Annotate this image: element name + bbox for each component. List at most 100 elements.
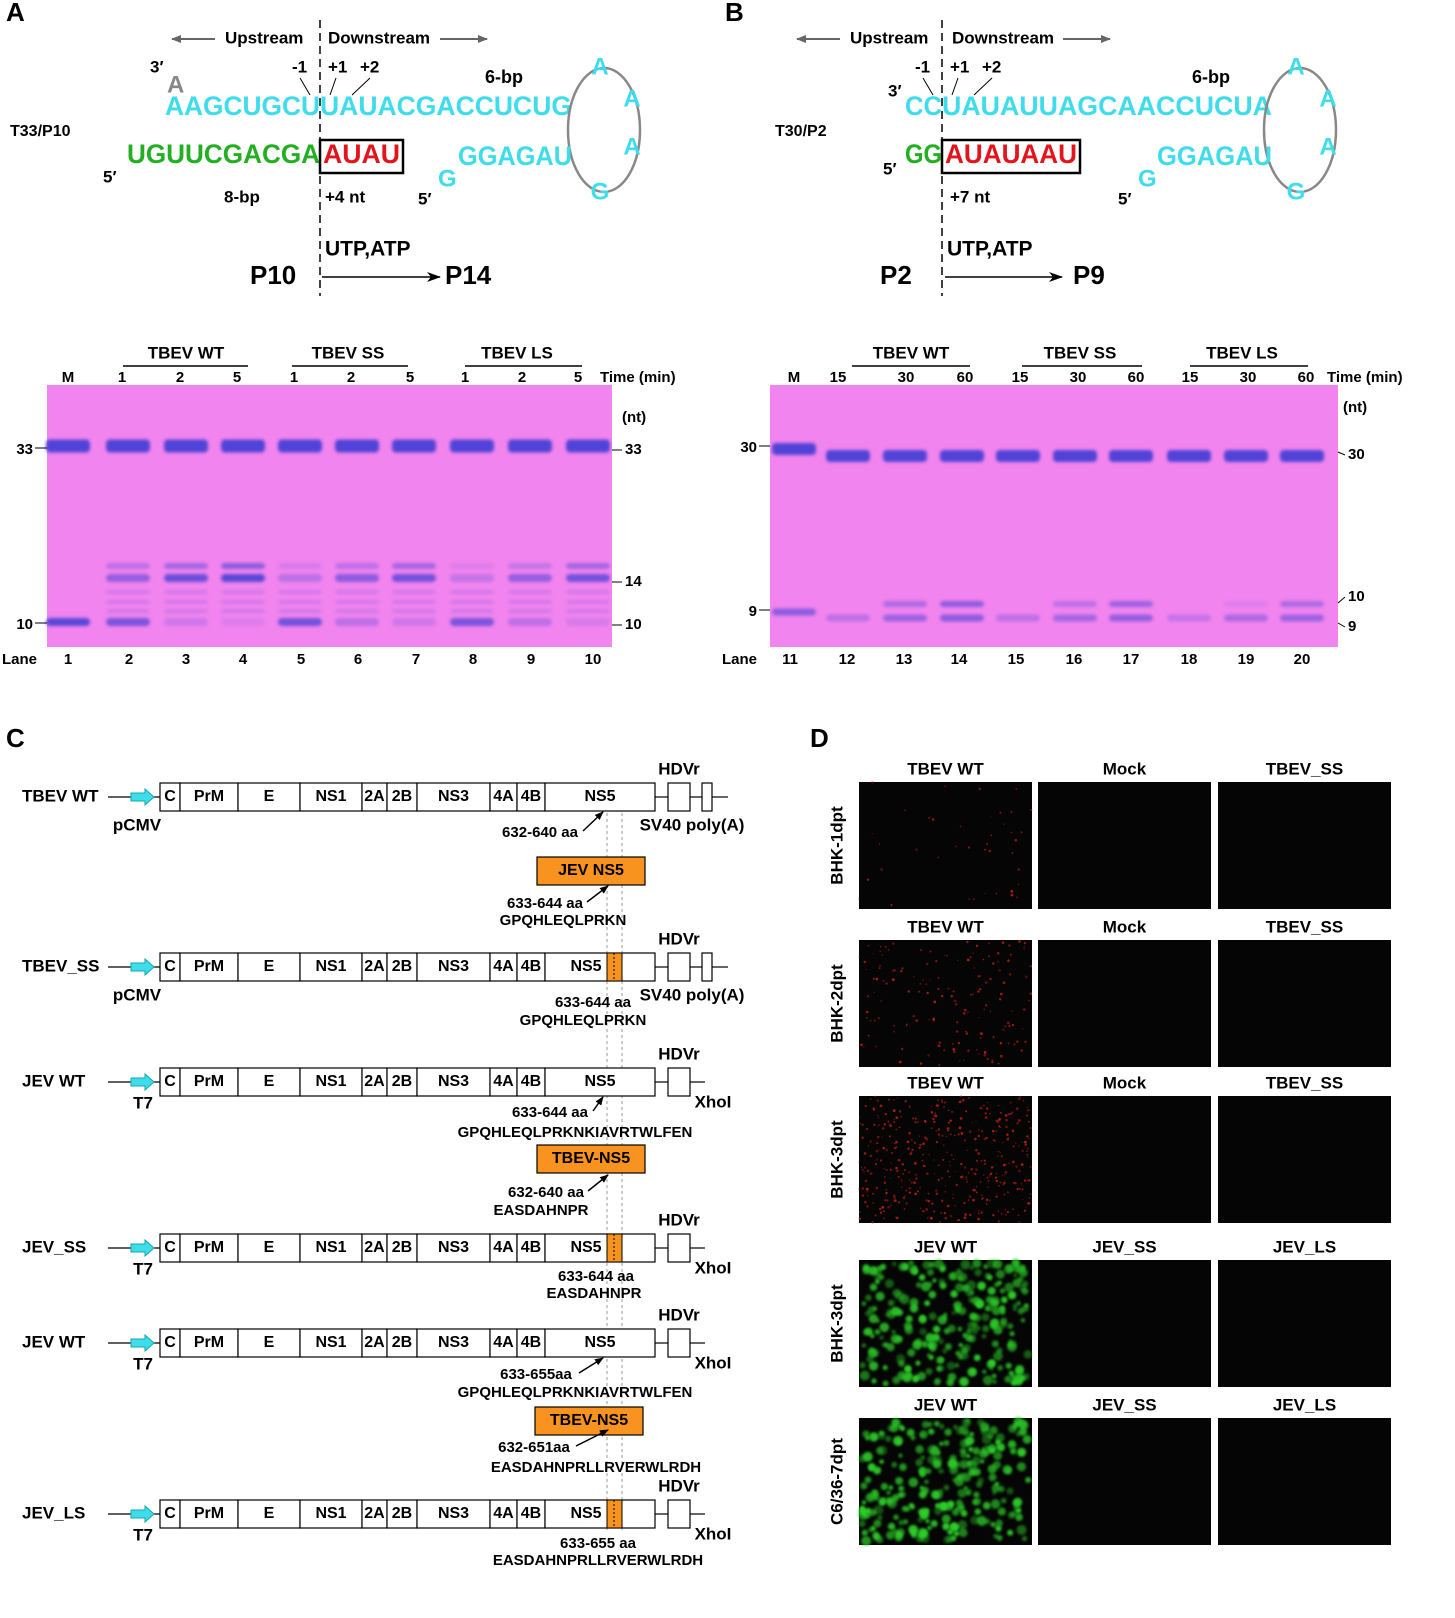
promoter-arrow — [130, 787, 155, 807]
signal-cell — [955, 1426, 965, 1435]
signal-dot — [974, 1173, 977, 1176]
signal-dot — [927, 1192, 930, 1195]
signal-dot — [906, 1140, 910, 1144]
gel-band — [508, 590, 552, 594]
signal-dot — [905, 1024, 908, 1027]
signal-dot — [888, 1135, 891, 1138]
signal-dot — [971, 1122, 973, 1124]
signal-dot — [969, 956, 972, 959]
signal-dot — [904, 1100, 907, 1103]
arrow — [575, 1429, 609, 1447]
signal-cell — [966, 1328, 972, 1335]
signal-cell — [905, 1315, 913, 1323]
signal-cell — [917, 1371, 927, 1381]
signal-dot — [952, 1047, 956, 1051]
gene-label: 4A — [493, 1239, 514, 1256]
signal-cell — [858, 1520, 866, 1528]
signal-cell — [968, 1446, 974, 1452]
signal-dot — [966, 1180, 969, 1183]
marker-label: 10 — [16, 616, 33, 633]
signal-dot — [957, 1042, 961, 1045]
gene-box — [179, 1499, 239, 1529]
gene-label: NS5 — [570, 958, 601, 975]
signal-cell — [988, 1359, 995, 1365]
gel-band — [335, 600, 379, 604]
signal-dot — [998, 1184, 1000, 1187]
lane-number: 4 — [239, 651, 248, 668]
gel-band — [164, 439, 208, 453]
loop-base: A — [591, 53, 608, 80]
signal-cell — [879, 1459, 884, 1464]
signal-dot — [933, 1159, 935, 1161]
signal-dot — [1003, 1193, 1006, 1196]
signal-dot — [958, 1100, 962, 1104]
gene-label: E — [264, 1505, 275, 1522]
signal-dot — [1021, 1141, 1023, 1143]
signal-dot — [875, 1150, 878, 1153]
signal-dot — [893, 1196, 896, 1199]
marker-label: 30 — [740, 439, 757, 456]
signal-cell — [984, 1518, 991, 1525]
signal-dot — [858, 1217, 862, 1220]
signal-dot — [954, 1204, 956, 1207]
signal-cell — [887, 1424, 895, 1432]
signal-cell — [861, 1500, 867, 1505]
signal-cell — [908, 1502, 914, 1508]
gel-band — [335, 590, 379, 594]
signal-dot — [872, 953, 874, 955]
signal-cell — [921, 1340, 929, 1348]
signal-dot — [1009, 953, 1012, 956]
signal-dot — [1004, 1208, 1007, 1211]
signal-cell — [993, 1451, 1003, 1461]
signal-dot — [883, 1210, 885, 1213]
signal-dot — [937, 987, 940, 991]
signal-cell — [919, 1430, 928, 1439]
loop-base: A — [623, 133, 640, 160]
lane-header: 60 — [1128, 369, 1145, 386]
signal-dot — [877, 1115, 879, 1117]
signal-dot — [1029, 992, 1033, 995]
signal-cell — [1014, 1421, 1019, 1426]
signal-cell — [915, 1458, 923, 1467]
signal-dot — [895, 1216, 899, 1220]
signal-dot — [1019, 1095, 1021, 1098]
signal-cell — [1013, 1264, 1022, 1273]
signal-cell — [1020, 1318, 1026, 1323]
marker-label: 33 — [625, 441, 642, 458]
signal-dot — [952, 1193, 954, 1195]
signal-cell — [933, 1490, 943, 1500]
signal-dot — [1005, 1163, 1008, 1165]
signal-dot — [960, 1162, 963, 1166]
gel-band — [1053, 450, 1097, 462]
gel-band — [46, 618, 90, 626]
signal-dot — [908, 1171, 911, 1174]
signal-dot — [985, 1203, 988, 1205]
signal-dot — [919, 1062, 923, 1065]
signal-cell — [999, 1288, 1006, 1294]
arrow — [592, 1096, 604, 1112]
signal-cell — [908, 1524, 919, 1535]
signal-dot — [872, 1202, 874, 1204]
signal-dot — [966, 958, 970, 962]
micrograph — [1218, 1418, 1391, 1545]
signal-dot — [859, 1122, 862, 1125]
signal-dot — [940, 1099, 944, 1102]
lane-number: 11 — [782, 651, 798, 668]
signal-cell — [1011, 1511, 1017, 1517]
signal-cell — [1017, 1419, 1028, 1430]
signal-cell — [1018, 1427, 1028, 1436]
signal-cell — [897, 1424, 904, 1430]
lane-header: 2 — [347, 369, 355, 386]
gel-band — [826, 614, 870, 622]
annotation: EASDAHNPR — [493, 1202, 588, 1219]
signal-dot — [999, 1151, 1001, 1154]
signal-dot — [1013, 1181, 1015, 1184]
signal-dot — [869, 1154, 873, 1158]
signal-cell — [1022, 1434, 1032, 1444]
label: G — [1138, 165, 1157, 192]
gene-label: E — [264, 958, 275, 975]
gel-band — [566, 609, 610, 613]
signal-cell — [932, 1278, 937, 1283]
signal-cell — [1013, 1504, 1021, 1513]
signal-dot — [1000, 1126, 1002, 1129]
